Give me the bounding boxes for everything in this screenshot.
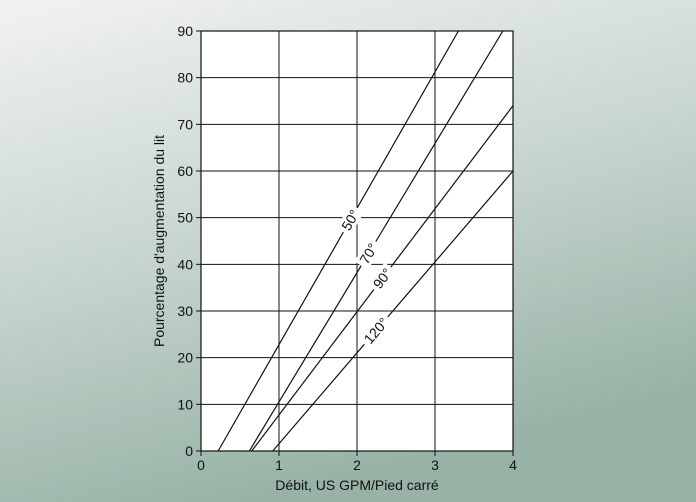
y-tick-label: 60 bbox=[177, 163, 193, 179]
x-tick-labels: 0 1 2 3 4 bbox=[197, 457, 517, 473]
y-tick-labels: 0 10 20 30 40 50 60 70 80 90 bbox=[177, 23, 193, 459]
series-line-3 bbox=[272, 170, 513, 451]
series-lines bbox=[217, 31, 513, 451]
series-label-bg bbox=[354, 237, 383, 270]
series-label-bg bbox=[358, 311, 394, 350]
x-gridlines bbox=[200, 31, 514, 456]
x-tick-label: 3 bbox=[431, 457, 439, 473]
y-tick-label: 20 bbox=[177, 350, 193, 366]
x-tick-label: 1 bbox=[275, 457, 283, 473]
y-gridlines bbox=[196, 30, 513, 452]
y-axis-title: Pourcentage d'augmentation du lit bbox=[151, 135, 167, 347]
y-tick-label: 10 bbox=[177, 396, 193, 412]
y-tick-label: 0 bbox=[185, 443, 193, 459]
y-tick-label: 80 bbox=[177, 70, 193, 86]
series-line-1 bbox=[248, 31, 504, 451]
y-tick-label: 50 bbox=[177, 210, 193, 226]
y-tick-label: 70 bbox=[177, 116, 193, 132]
series-label-bg bbox=[367, 262, 398, 295]
x-tick-label: 0 bbox=[197, 457, 205, 473]
x-axis-title: Débit, US GPM/Pied carré bbox=[275, 477, 439, 493]
series-line-0 bbox=[217, 31, 459, 451]
series-label-bg bbox=[336, 203, 365, 237]
x-tick-label: 4 bbox=[509, 457, 517, 473]
y-tick-label: 90 bbox=[177, 23, 193, 39]
x-tick-label: 2 bbox=[353, 457, 361, 473]
plot-frame bbox=[200, 30, 514, 452]
y-tick-label: 30 bbox=[177, 303, 193, 319]
y-tick-label: 40 bbox=[177, 256, 193, 272]
